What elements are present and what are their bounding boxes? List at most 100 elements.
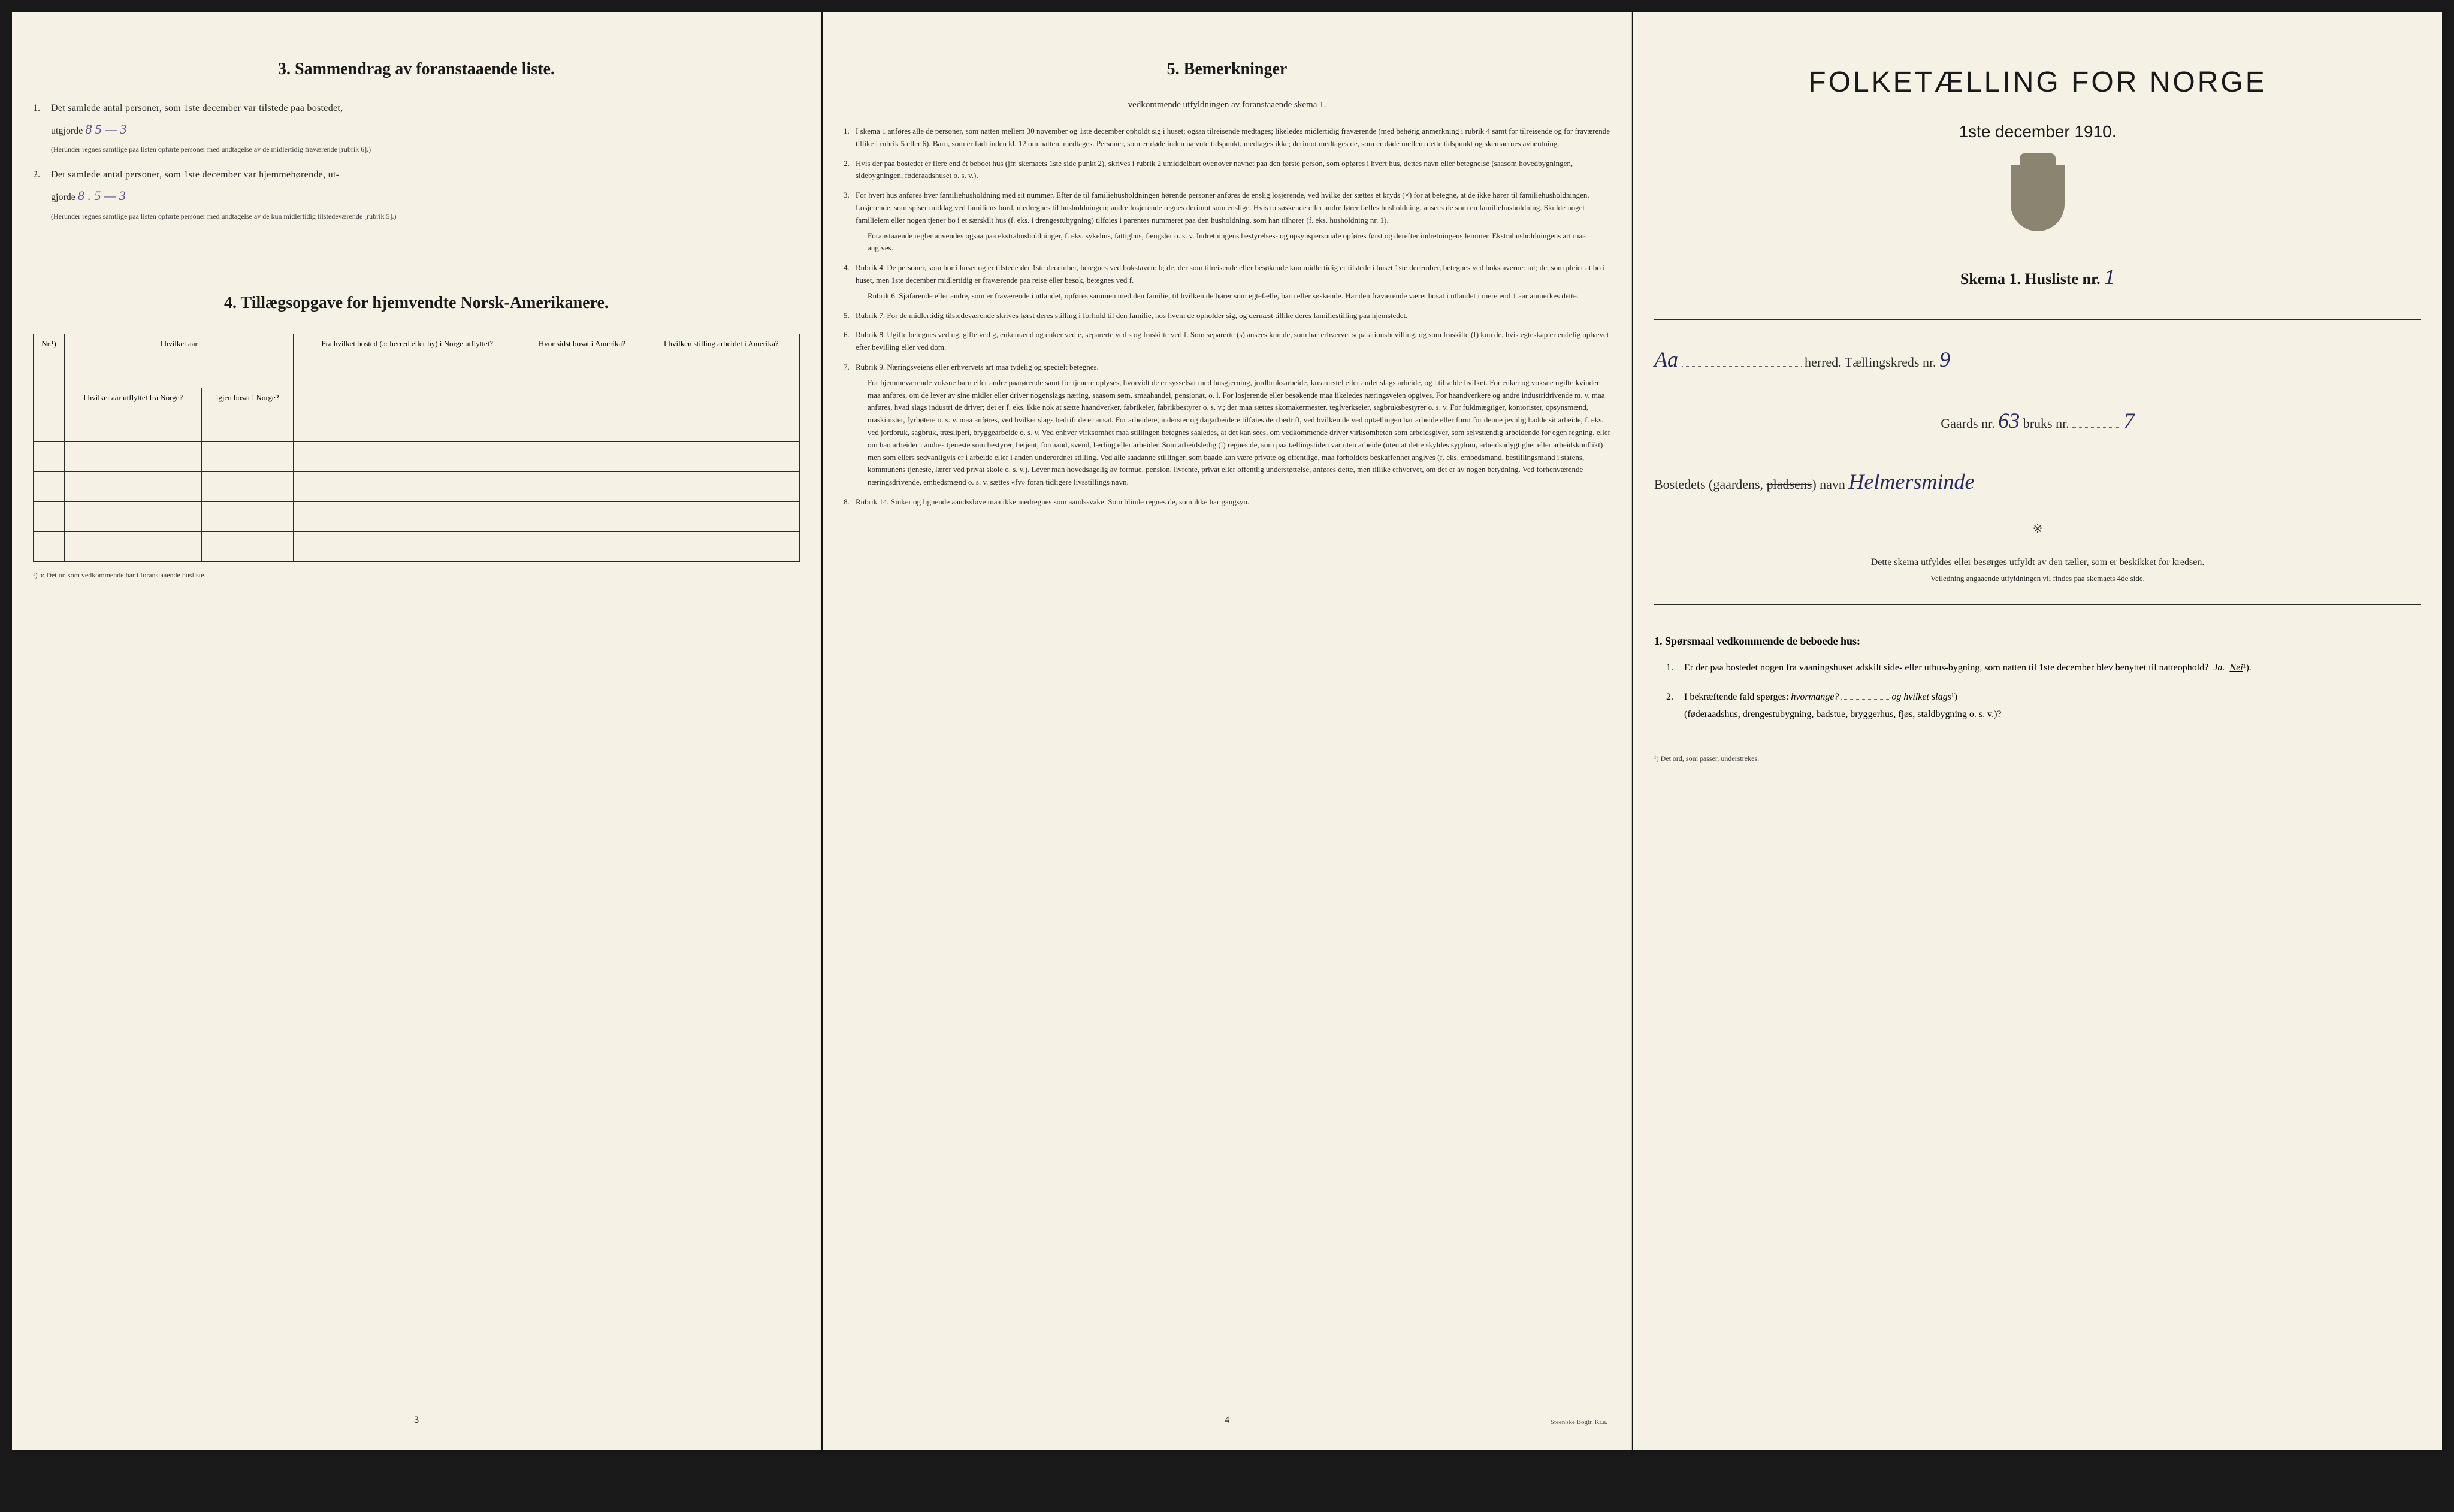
col-year-group: I hvilket aar xyxy=(64,334,293,388)
col-nr: Nr.¹) xyxy=(34,334,65,441)
summary-item-2: 2. Det samlede antal personer, som 1ste … xyxy=(33,167,800,221)
remarks-body: I skema 1 anføres alle de personer, som … xyxy=(856,125,1610,150)
table-row xyxy=(34,501,800,531)
col-from: Fra hvilket bosted (ɔ: herred eller by) … xyxy=(293,334,521,441)
item-body: Det samlede antal personer, som 1ste dec… xyxy=(51,170,339,180)
remarks-item: 2.Hvis der paa bostedet er flere end ét … xyxy=(844,158,1610,183)
remarks-body: Hvis der paa bostedet er flere end ét be… xyxy=(856,158,1610,183)
col-returned: igjen bosat i Norge? xyxy=(202,388,294,441)
col-where: Hvor sidst bosat i Amerika? xyxy=(521,334,643,441)
table-header-row: Nr.¹) I hvilket aar Fra hvilket bosted (… xyxy=(34,334,800,388)
remarks-body: Rubrik 8. Ugifte betegnes ved ug, gifte … xyxy=(856,329,1610,354)
remarks-num: 1. xyxy=(844,125,856,150)
page-4: 5. Bemerkninger vedkommende utfyldningen… xyxy=(823,12,1632,1450)
q-number: 2. xyxy=(1666,689,1681,724)
item-text: Det samlede antal personer, som 1ste dec… xyxy=(51,167,800,221)
herred-value: Aa xyxy=(1654,347,1678,371)
herred-line: Aa herred. Tællingskreds nr. 9 xyxy=(1654,338,2421,381)
table-row xyxy=(34,441,800,471)
dotted-field xyxy=(1682,353,1802,367)
bosted-value: Helmersminde xyxy=(1848,470,1974,494)
main-title: FOLKETÆLLING FOR NORGE xyxy=(1654,66,2421,99)
page-3: 3. Sammendrag av foranstaaende liste. 1.… xyxy=(12,12,821,1450)
question-1: 1. Er der paa bostedet nogen fra vaaning… xyxy=(1666,660,2421,677)
section-5-subheading: vedkommende utfyldningen av foranstaaend… xyxy=(844,100,1610,110)
printer-imprint: Steen'ske Bogtr. Kr.a. xyxy=(1551,1419,1607,1426)
instructions-sub: Veiledning angaaende utfyldningen vil fi… xyxy=(1930,574,2145,583)
remarks-list: 1.I skema 1 anføres alle de personer, so… xyxy=(844,125,1610,509)
summary-item-1: 1. Det samlede antal personer, som 1ste … xyxy=(33,100,800,155)
remarks-body: Rubrik 4. De personer, som bor i huset o… xyxy=(856,262,1610,302)
census-date: 1ste december 1910. xyxy=(1654,122,2421,141)
remarks-item: 7.Rubrik 9. Næringsveiens eller erhverve… xyxy=(844,361,1610,489)
remarks-sub: Rubrik 6. Sjøfarende eller andre, som er… xyxy=(868,290,1610,303)
kreds-nr: 9 xyxy=(1939,347,1950,371)
emigrant-table: Nr.¹) I hvilket aar Fra hvilket bosted (… xyxy=(33,334,800,562)
q2-text: I bekræftende fald spørges: xyxy=(1684,692,1788,702)
bosted-label: Bostedets (gaardens, xyxy=(1654,477,1763,492)
page-number: 3 xyxy=(414,1415,419,1426)
table-row xyxy=(34,471,800,501)
table-footnote: ¹) ɔ: Det nr. som vedkommende har i fora… xyxy=(33,571,800,580)
remarks-num: 4. xyxy=(844,262,856,302)
remarks-num: 8. xyxy=(844,496,856,509)
q-body: Er der paa bostedet nogen fra vaaningshu… xyxy=(1684,660,2251,677)
item-note: (Herunder regnes samtlige paa listen opf… xyxy=(51,144,800,155)
handwritten-count-1: 8 5 — 3 xyxy=(85,122,126,137)
item-line2: gjorde xyxy=(51,192,75,202)
remarks-num: 7. xyxy=(844,361,856,489)
page-number: 4 xyxy=(1225,1415,1229,1426)
dotted-field xyxy=(1841,690,1889,700)
item-body: Det samlede antal personer, som 1ste dec… xyxy=(51,103,343,113)
q2-og: og xyxy=(1891,692,1901,702)
coat-of-arms-icon xyxy=(1654,165,2421,234)
remarks-item: 5.Rubrik 7. For de midlertidig tilstedev… xyxy=(844,310,1610,322)
cover-footnote: ¹) Det ord, som passer, understrekes. xyxy=(1654,754,2421,763)
q2-hvilket: hvilket slags xyxy=(1903,692,1951,702)
husliste-nr: 1 xyxy=(2104,265,2115,289)
item-number: 1. xyxy=(33,100,48,155)
herred-label: herred. Tællingskreds nr. xyxy=(1805,355,1936,370)
gaards-line: Gaards nr. 63 bruks nr. 7 xyxy=(1654,399,2421,442)
bruks-nr: 7 xyxy=(2124,409,2135,433)
gaards-nr: 63 xyxy=(1998,409,2020,433)
divider xyxy=(1654,319,2421,320)
q2-hvormange: hvormange? xyxy=(1791,692,1839,702)
remarks-sub: Foranstaaende regler anvendes ogsaa paa … xyxy=(868,230,1610,255)
remarks-item: 6.Rubrik 8. Ugifte betegnes ved ug, gift… xyxy=(844,329,1610,354)
remarks-num: 6. xyxy=(844,329,856,354)
shield-icon xyxy=(2011,165,2065,231)
gaards-label: Gaards nr. xyxy=(1941,416,1994,431)
q1-nei: Nei xyxy=(2229,663,2243,673)
remarks-sub: For hjemmeværende voksne barn eller andr… xyxy=(868,377,1610,489)
question-heading: 1. Spørsmaal vedkommende de beboede hus: xyxy=(1654,635,2421,648)
skema-line: Skema 1. Husliste nr. 1 xyxy=(1654,264,2421,289)
q1-ja: Ja. xyxy=(2213,663,2225,673)
remarks-item: 4.Rubrik 4. De personer, som bor i huset… xyxy=(844,262,1610,302)
instructions-main: Dette skema utfyldes eller besørges utfy… xyxy=(1871,557,2205,567)
q1-text: Er der paa bostedet nogen fra vaaningshu… xyxy=(1684,663,2208,673)
item-number: 2. xyxy=(33,167,48,221)
remarks-item: 1.I skema 1 anføres alle de personer, so… xyxy=(844,125,1610,150)
remarks-body: Rubrik 7. For de midlertidig tilstedevær… xyxy=(856,310,1610,322)
dotted-field xyxy=(2072,415,2120,428)
instructions: Dette skema utfyldes eller besørges utfy… xyxy=(1654,554,2421,586)
ornament-icon: ―――※――― xyxy=(1654,521,2421,536)
table-row xyxy=(34,531,800,561)
remarks-num: 2. xyxy=(844,158,856,183)
q-body: I bekræftende fald spørges: hvormange? o… xyxy=(1684,689,2002,724)
col-emigrated: I hvilket aar utflyttet fra Norge? xyxy=(64,388,201,441)
document-spread: 3. Sammendrag av foranstaaende liste. 1.… xyxy=(12,12,2442,1450)
section-3-heading: 3. Sammendrag av foranstaaende liste. xyxy=(33,60,800,79)
section-4-heading: 4. Tillægsopgave for hjemvendte Norsk-Am… xyxy=(33,294,800,313)
item-line2: utgjorde xyxy=(51,126,83,136)
remarks-num: 3. xyxy=(844,189,856,255)
item-note: (Herunder regnes samtlige paa listen opf… xyxy=(51,211,800,222)
divider xyxy=(1654,604,2421,605)
handwritten-count-2: 8 . 5 — 3 xyxy=(78,188,126,203)
page-cover: FOLKETÆLLING FOR NORGE 1ste december 191… xyxy=(1633,12,2442,1450)
bosted-line: Bostedets (gaardens, pladsens) navn Helm… xyxy=(1654,460,2421,503)
crown-icon xyxy=(2020,153,2056,168)
bosted-label2: ) navn xyxy=(1812,477,1845,492)
bosted-struck: pladsens xyxy=(1767,477,1812,492)
